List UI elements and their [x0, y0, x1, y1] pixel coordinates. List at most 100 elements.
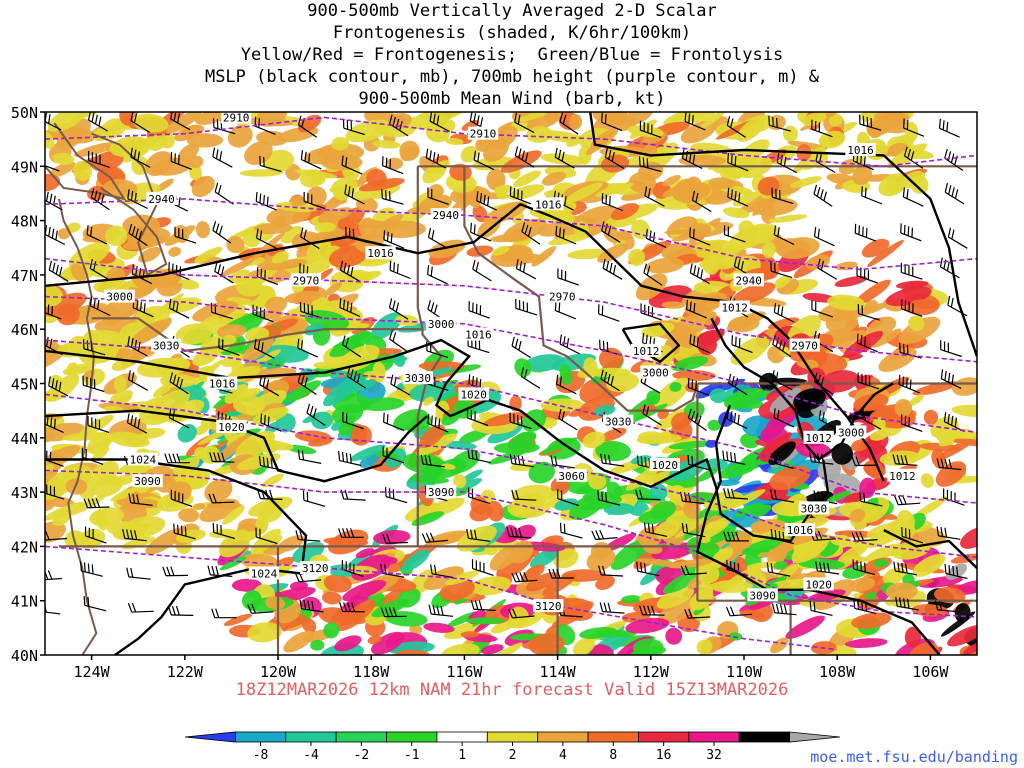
- wind-barb: [548, 568, 574, 579]
- wind-barb: [126, 567, 151, 580]
- colorbar-label: 1: [458, 748, 466, 763]
- wind-barb: [723, 488, 749, 500]
- height-label: 3030: [801, 502, 828, 515]
- wind-barb: [212, 221, 232, 244]
- wind-barb: [430, 564, 454, 579]
- colorbar-label: 8: [609, 748, 617, 763]
- height-label: 2940: [433, 209, 460, 222]
- wind-barb: [771, 453, 794, 470]
- height-label-bg: [733, 273, 764, 287]
- height-label: 3030: [405, 372, 432, 385]
- title-line-2: Frontogenesis (shaded, K/6hr/100km): [332, 23, 692, 43]
- colorbar-swatch: [537, 731, 589, 743]
- wind-barb: [45, 570, 62, 581]
- height-label: 3120: [302, 562, 329, 575]
- wind-barb: [212, 522, 235, 540]
- wind-barb: [299, 599, 324, 613]
- wind-barb: [770, 261, 793, 279]
- wind-barb: [515, 298, 538, 316]
- height-label: 3000: [428, 318, 455, 331]
- wind-barb: [940, 369, 962, 389]
- mslp-label: 1020: [652, 459, 679, 472]
- wind-barb: [770, 489, 795, 503]
- wind-barb: [768, 115, 791, 132]
- wind-barb: [506, 527, 532, 539]
- mslp-contours: [45, 112, 977, 655]
- wind-barb: [255, 527, 278, 545]
- title-line-3: Yellow/Red = Frontogenesis; Green/Blue =…: [240, 45, 784, 65]
- wind-barb: [511, 336, 532, 359]
- wind-barb: [130, 112, 150, 133]
- forecast-valid-text: 18Z12MAR2026 12km NAM 21hr forecast Vali…: [235, 680, 789, 700]
- island-line: [45, 122, 127, 201]
- wind-barb: [162, 566, 189, 577]
- wind-barb: [82, 339, 106, 356]
- wind-barb: [947, 295, 968, 317]
- colorbar-label: 32: [706, 748, 722, 763]
- wind-barb: [559, 334, 580, 355]
- wind-barb: [89, 296, 111, 317]
- wind-barb: [856, 266, 878, 284]
- wind-barb: [604, 147, 625, 170]
- wind-barb: [168, 298, 190, 319]
- colorbar-label: -8: [253, 748, 269, 763]
- wind-barb: [127, 189, 148, 209]
- mslp-label-bg: [887, 468, 918, 482]
- wind-barb: [426, 265, 448, 285]
- source-url[interactable]: moe.met.fsu.edu/banding: [810, 748, 1018, 766]
- title-line-5: 900-500mb Mean Wind (barb, kt): [358, 89, 666, 109]
- coast-line: [58, 198, 98, 655]
- height-label: 3000: [642, 367, 669, 380]
- wind-barb: [127, 370, 149, 391]
- colorbar-swatch: [335, 731, 387, 743]
- mslp-contour: [45, 202, 885, 482]
- wind-barb: [680, 565, 707, 576]
- mslp-label-bg: [845, 143, 876, 156]
- wind-barb: [597, 490, 621, 506]
- wind-barb: [899, 342, 922, 359]
- mslp-contour: [696, 404, 941, 655]
- wind-barb: [466, 408, 489, 427]
- wind-barb: [514, 112, 535, 134]
- wind-barb: [83, 498, 110, 509]
- wind-barb: [389, 260, 411, 280]
- wind-barb: [601, 221, 621, 243]
- wind-barb: [773, 225, 795, 246]
- wind-barb: [858, 114, 882, 131]
- height-label-bg: [556, 468, 587, 482]
- wind-barb: [857, 372, 880, 390]
- wind-barb: [817, 258, 838, 280]
- wind-barb: [211, 608, 237, 619]
- wind-barb: [809, 600, 833, 616]
- mslp-label-bg: [463, 327, 494, 341]
- wind-barb: [382, 534, 409, 544]
- wind-barb: [557, 268, 579, 286]
- wind-barb: [723, 225, 746, 243]
- lon-label: 122W: [167, 663, 204, 681]
- wind-barb: [258, 456, 283, 471]
- mslp-label-bg: [127, 452, 159, 466]
- lat-label: 44N: [11, 430, 38, 448]
- mslp-label: 1012: [633, 345, 660, 358]
- wind-barb: [811, 300, 833, 318]
- wind-barb: [550, 455, 575, 469]
- wind-barb: [476, 191, 497, 211]
- wind-barb: [640, 303, 662, 321]
- height-label: 3000: [838, 426, 865, 439]
- mslp-label: 1012: [889, 470, 916, 483]
- wind-barb: [944, 564, 968, 580]
- height-label: 3000: [106, 291, 133, 304]
- mslp-label-bg: [248, 566, 280, 580]
- height-label: 3030: [153, 340, 180, 353]
- wind-barb: [900, 414, 923, 432]
- wind-barb: [126, 413, 148, 434]
- wind-barb: [776, 153, 798, 174]
- wind-barb: [297, 449, 322, 464]
- wind-barb: [254, 338, 275, 359]
- wind-barb: [644, 186, 665, 207]
- colorbar-swatch: [688, 731, 740, 743]
- height-label: 2970: [549, 291, 576, 304]
- wind-barb: [639, 120, 662, 138]
- wind-barb: [861, 186, 883, 205]
- height-label-bg: [425, 316, 457, 330]
